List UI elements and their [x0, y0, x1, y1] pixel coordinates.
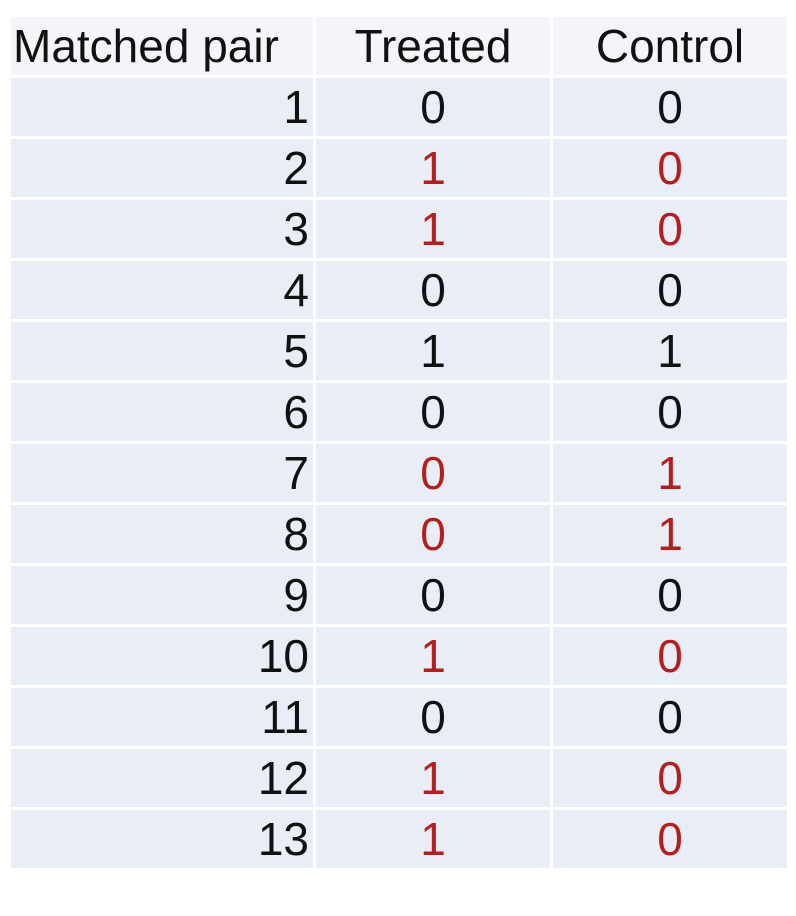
cell-control: 0 [553, 78, 787, 136]
table-row: 13 1 0 [11, 810, 787, 868]
cell-treated: 0 [316, 444, 550, 502]
table-header-row: Matched pair Treated Control [11, 17, 787, 75]
cell-matched-pair: 13 [11, 810, 313, 868]
header-control: Control [553, 17, 787, 75]
cell-matched-pair: 12 [11, 749, 313, 807]
cell-control: 1 [553, 444, 787, 502]
cell-matched-pair: 5 [11, 322, 313, 380]
cell-treated: 1 [316, 627, 550, 685]
cell-treated: 0 [316, 505, 550, 563]
cell-matched-pair: 7 [11, 444, 313, 502]
cell-treated: 1 [316, 200, 550, 258]
cell-matched-pair: 11 [11, 688, 313, 746]
cell-control: 0 [553, 749, 787, 807]
table-row: 10 1 0 [11, 627, 787, 685]
cell-treated: 0 [316, 78, 550, 136]
cell-control: 0 [553, 688, 787, 746]
table-body: 1 0 0 2 1 0 3 1 0 4 0 0 5 1 1 6 0 0 7 0 1 8 0 1 9 0 0 10 1 0 11 0 0 12 1 0 1… [11, 78, 787, 868]
cell-matched-pair: 2 [11, 139, 313, 197]
cell-treated: 1 [316, 139, 550, 197]
cell-treated: 0 [316, 261, 550, 319]
cell-matched-pair: 9 [11, 566, 313, 624]
table-row: 12 1 0 [11, 749, 787, 807]
cell-matched-pair: 3 [11, 200, 313, 258]
cell-matched-pair: 8 [11, 505, 313, 563]
cell-treated: 0 [316, 383, 550, 441]
cell-control: 0 [553, 810, 787, 868]
cell-control: 0 [553, 566, 787, 624]
cell-control: 1 [553, 322, 787, 380]
cell-matched-pair: 4 [11, 261, 313, 319]
cell-matched-pair: 10 [11, 627, 313, 685]
cell-control: 1 [553, 505, 787, 563]
cell-control: 0 [553, 261, 787, 319]
cell-matched-pair: 1 [11, 78, 313, 136]
header-matched-pair: Matched pair [11, 17, 313, 75]
cell-treated: 0 [316, 688, 550, 746]
header-treated: Treated [316, 17, 550, 75]
cell-control: 0 [553, 200, 787, 258]
cell-control: 0 [553, 139, 787, 197]
cell-treated: 1 [316, 749, 550, 807]
cell-treated: 1 [316, 810, 550, 868]
cell-control: 0 [553, 627, 787, 685]
cell-matched-pair: 6 [11, 383, 313, 441]
cell-control: 0 [553, 383, 787, 441]
table-row: 11 0 0 [11, 688, 787, 746]
cell-treated: 0 [316, 566, 550, 624]
cell-treated: 1 [316, 322, 550, 380]
